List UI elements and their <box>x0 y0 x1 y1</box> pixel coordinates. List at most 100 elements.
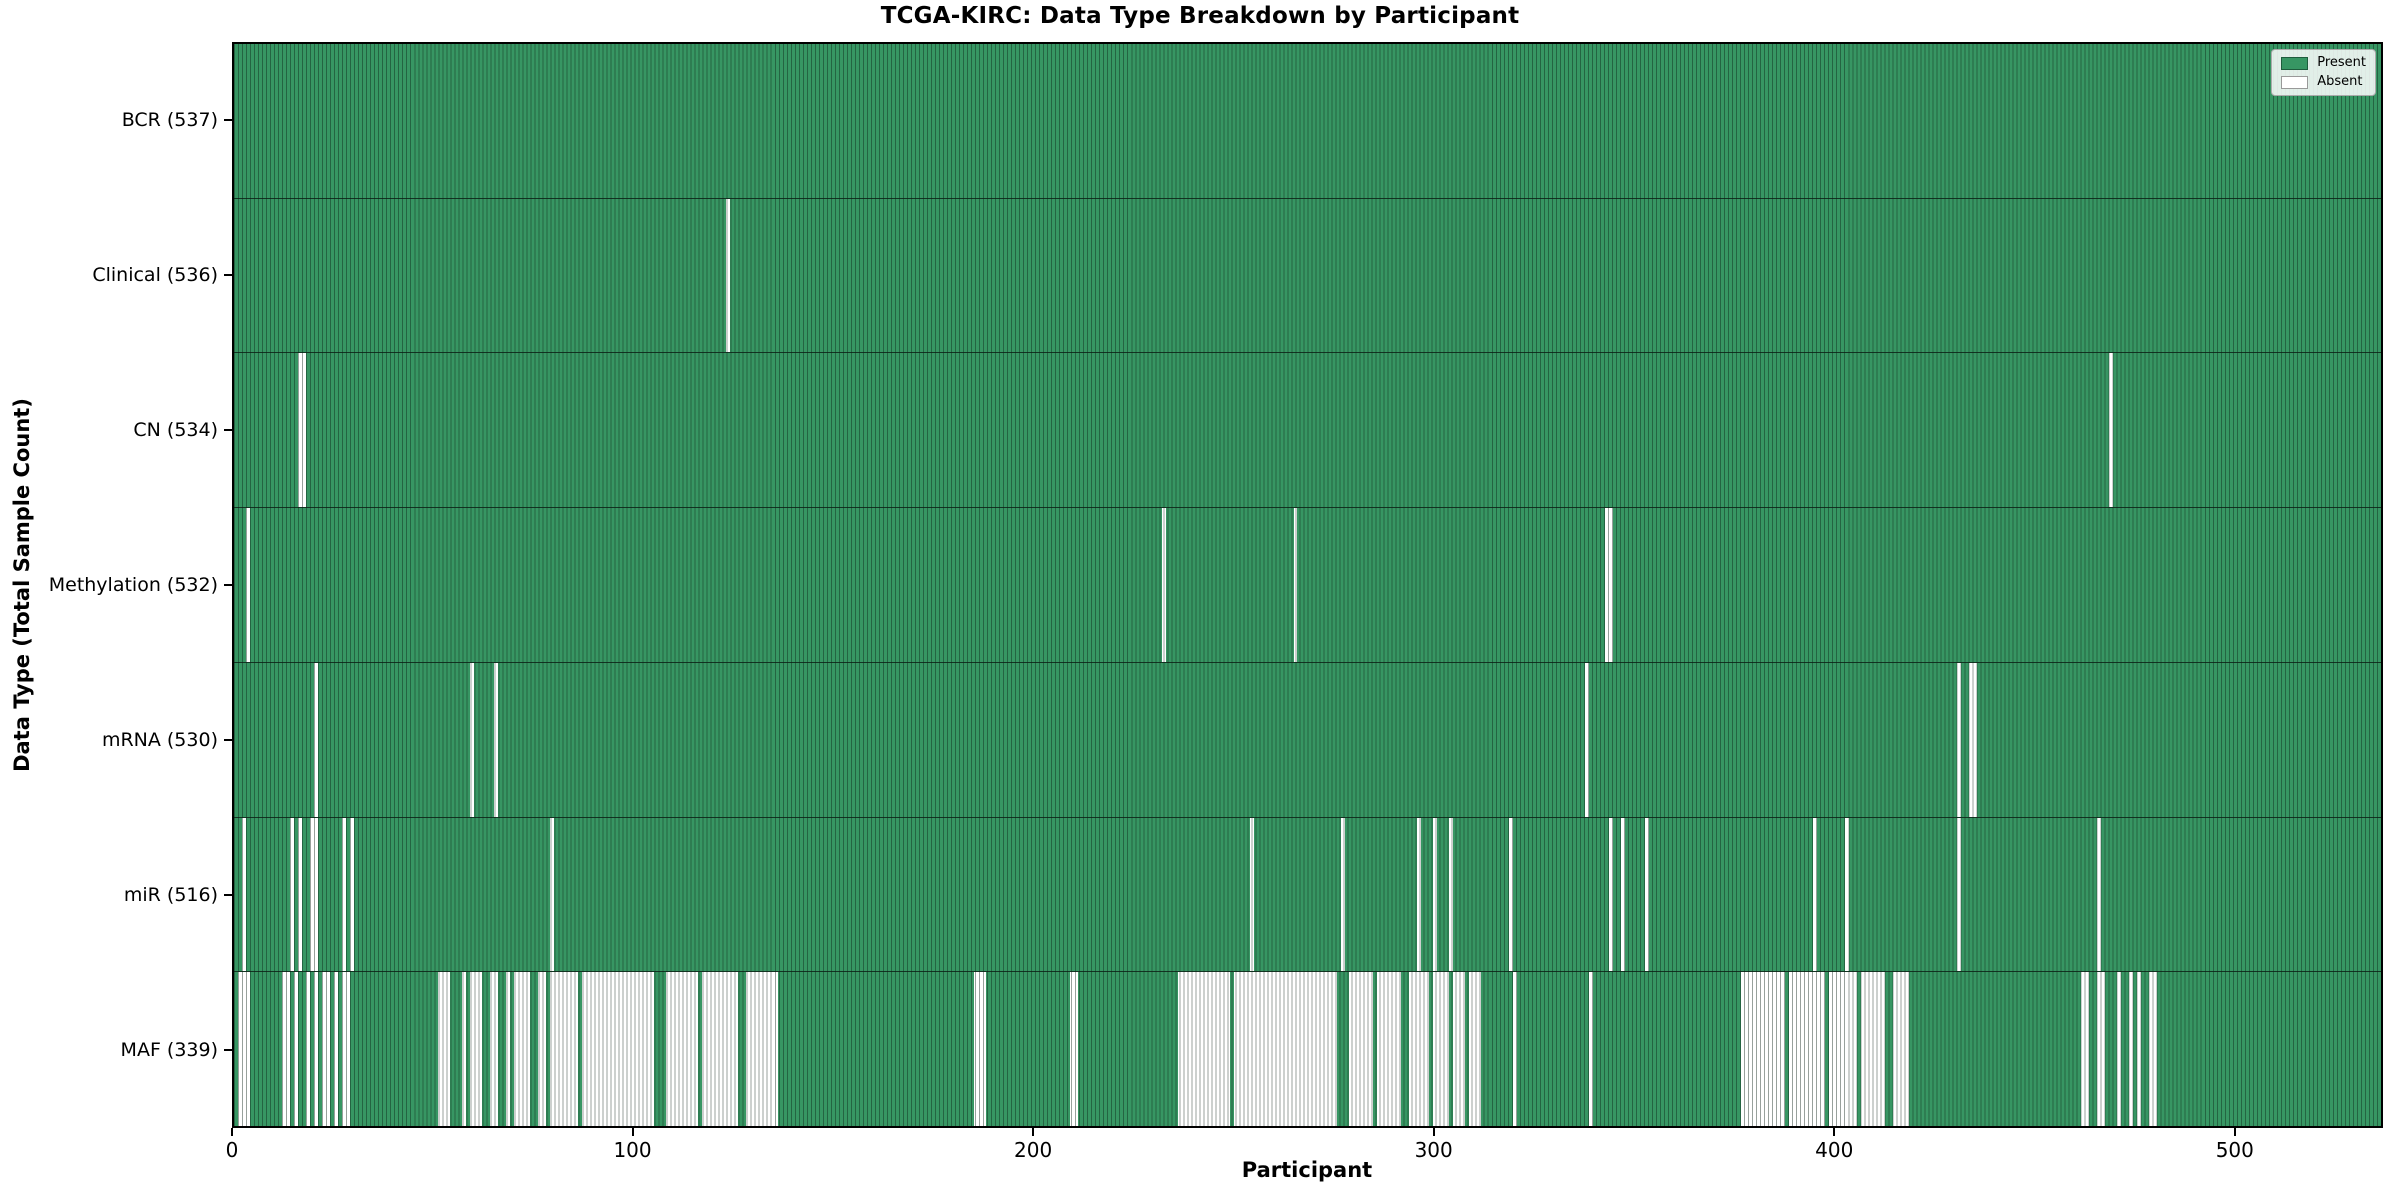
absent-stripe <box>1645 817 1650 972</box>
absent-stripe <box>469 972 482 1127</box>
absent-stripe <box>505 972 510 1127</box>
absent-stripe <box>1469 972 1482 1127</box>
absent-stripe <box>281 972 286 1127</box>
absent-stripe <box>549 817 554 972</box>
row-mrna <box>234 661 2381 817</box>
absent-stripe <box>437 972 450 1127</box>
absent-stripe <box>1069 972 1078 1127</box>
row-clinical <box>234 197 2381 353</box>
y-tick-label-mrna: mRNA (530) <box>101 729 218 752</box>
chart-title: TCGA-KIRC: Data Type Breakdown by Partic… <box>880 3 1520 29</box>
absent-stripe <box>581 972 654 1127</box>
absent-stripe <box>1609 508 1614 662</box>
legend-label-present: Present <box>2317 55 2366 70</box>
row-methylation <box>234 507 2381 662</box>
x-tick-mark <box>231 1128 233 1136</box>
y-tick-label-mir: miR (516) <box>123 884 218 907</box>
absent-stripe <box>305 972 310 1127</box>
x-tick-label: 500 <box>2215 1138 2254 1162</box>
absent-stripe <box>1813 817 1818 972</box>
absent-stripe <box>1161 508 1166 662</box>
absent-stripe <box>1377 972 1402 1127</box>
absent-stripe <box>1845 817 1850 972</box>
absent-stripe <box>1513 972 1518 1127</box>
absent-stripe <box>665 972 698 1127</box>
legend: Present Absent <box>2271 49 2376 96</box>
absent-swatch <box>2281 75 2309 89</box>
x-tick-mark <box>1833 1128 1836 1136</box>
y-tick-label-bcr: BCR (537) <box>121 108 218 131</box>
y-tick-label-maf: MAF (339) <box>120 1039 218 1062</box>
absent-stripe <box>2137 972 2142 1127</box>
absent-stripe <box>349 817 354 972</box>
x-axis-label: Participant <box>1241 1158 1373 1182</box>
absent-stripe <box>2109 353 2114 508</box>
absent-stripe <box>1609 817 1614 972</box>
y-tick-mark <box>224 894 232 897</box>
absent-stripe <box>489 972 498 1127</box>
y-tick-mark <box>224 428 232 431</box>
absent-stripe <box>1233 972 1338 1127</box>
x-tick-label: 200 <box>1014 1138 1053 1162</box>
x-tick-label: 0 <box>225 1138 239 1162</box>
absent-stripe <box>1449 817 1454 972</box>
absent-stripe <box>2097 817 2102 972</box>
absent-stripe <box>1341 817 1346 972</box>
y-tick-mark <box>224 584 232 586</box>
absent-stripe <box>313 662 318 817</box>
x-tick-mark <box>1032 1128 1035 1136</box>
absent-stripe <box>549 972 578 1127</box>
absent-stripe <box>1433 817 1438 972</box>
row-mir <box>234 816 2381 972</box>
absent-stripe <box>245 508 250 662</box>
x-tick-mark <box>1432 1128 1435 1136</box>
y-tick-label-methylation: Methylation (532) <box>48 574 218 596</box>
row-bcr <box>234 44 2381 198</box>
x-tick-label: 100 <box>613 1138 652 1162</box>
absent-stripe <box>461 972 466 1127</box>
absent-stripe <box>241 817 246 972</box>
absent-stripe <box>1249 817 1254 972</box>
absent-stripe <box>293 972 298 1127</box>
absent-stripe <box>1957 817 1962 972</box>
absent-stripe <box>2097 972 2106 1127</box>
absent-stripe <box>1973 662 1978 817</box>
y-tick-label-clinical: Clinical (536) <box>92 263 218 286</box>
absent-stripe <box>1349 972 1374 1127</box>
heatmap-rows <box>234 44 2381 1127</box>
absent-stripe <box>313 972 318 1127</box>
y-tick-mark <box>224 1049 232 1052</box>
absent-stripe <box>513 972 530 1127</box>
absent-stripe <box>1893 972 1910 1127</box>
absent-stripe <box>1417 817 1422 972</box>
absent-stripe <box>1789 972 1826 1127</box>
absent-stripe <box>1829 972 1858 1127</box>
y-tick-label-cn: CN (534) <box>133 418 218 441</box>
absent-stripe <box>289 817 294 972</box>
absent-stripe <box>297 817 302 972</box>
y-tick-mark <box>224 273 232 276</box>
absent-stripe <box>469 662 474 817</box>
absent-stripe <box>1861 972 1886 1127</box>
absent-stripe <box>341 817 346 972</box>
absent-stripe <box>725 198 730 353</box>
absent-stripe <box>2081 972 2086 1127</box>
absent-stripe <box>493 662 498 817</box>
x-tick-mark <box>2233 1128 2236 1136</box>
absent-stripe <box>285 972 290 1127</box>
absent-stripe <box>1409 972 1430 1127</box>
absent-stripe <box>1957 662 1962 817</box>
absent-stripe <box>537 972 546 1127</box>
absent-stripe <box>2085 972 2090 1127</box>
row-cn <box>234 352 2381 508</box>
absent-stripe <box>973 972 986 1127</box>
absent-stripe <box>701 972 738 1127</box>
present-swatch <box>2281 56 2309 70</box>
legend-entry-absent: Absent <box>2281 75 2366 89</box>
absent-stripe <box>2149 972 2158 1127</box>
absent-stripe <box>1621 817 1626 972</box>
absent-stripe <box>1293 508 1298 662</box>
absent-stripe <box>2129 972 2134 1127</box>
x-tick-label: 300 <box>1414 1138 1453 1162</box>
